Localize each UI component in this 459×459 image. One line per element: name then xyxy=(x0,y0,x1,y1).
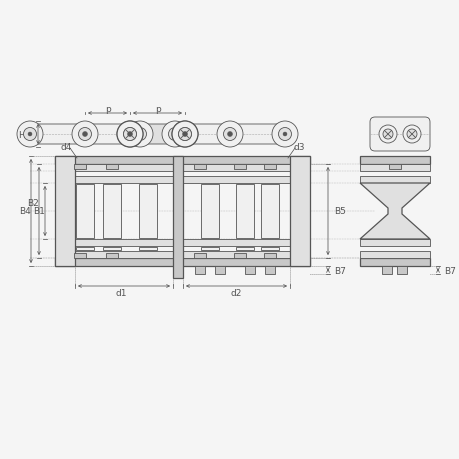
Circle shape xyxy=(117,122,143,148)
Bar xyxy=(76,185,94,239)
Circle shape xyxy=(28,133,32,137)
FancyBboxPatch shape xyxy=(79,125,136,145)
Bar xyxy=(55,165,309,172)
Circle shape xyxy=(138,133,142,137)
FancyBboxPatch shape xyxy=(124,125,190,145)
FancyBboxPatch shape xyxy=(24,125,91,145)
Bar xyxy=(195,266,205,274)
Bar xyxy=(103,185,121,239)
Circle shape xyxy=(278,128,291,141)
Bar xyxy=(214,266,224,274)
Bar xyxy=(74,165,86,170)
Circle shape xyxy=(178,128,191,141)
Circle shape xyxy=(382,130,392,140)
Bar xyxy=(381,266,391,274)
FancyBboxPatch shape xyxy=(179,125,235,145)
Bar xyxy=(55,177,309,184)
Circle shape xyxy=(168,128,181,141)
Circle shape xyxy=(123,128,136,141)
Bar xyxy=(359,165,429,172)
Bar xyxy=(74,253,86,258)
Circle shape xyxy=(378,126,396,144)
Circle shape xyxy=(117,122,143,148)
Circle shape xyxy=(227,132,232,137)
Circle shape xyxy=(172,122,197,148)
Bar xyxy=(55,240,309,246)
Text: d4: d4 xyxy=(60,142,71,151)
Bar xyxy=(55,157,309,165)
Bar xyxy=(55,258,309,266)
Circle shape xyxy=(123,128,136,141)
Circle shape xyxy=(78,128,91,141)
Circle shape xyxy=(72,122,98,148)
Bar xyxy=(263,165,275,170)
Bar xyxy=(359,177,429,184)
Circle shape xyxy=(178,128,191,141)
Bar xyxy=(103,247,121,251)
Bar xyxy=(359,252,429,258)
Circle shape xyxy=(162,122,188,148)
Text: d2: d2 xyxy=(230,288,241,297)
Text: d1: d1 xyxy=(116,288,127,297)
Bar xyxy=(264,266,274,274)
Circle shape xyxy=(182,132,187,137)
Bar xyxy=(396,266,406,274)
Bar xyxy=(245,266,254,274)
Bar xyxy=(260,247,279,251)
Text: p: p xyxy=(104,104,110,113)
Bar xyxy=(201,185,218,239)
Text: p: p xyxy=(154,104,160,113)
Circle shape xyxy=(402,126,420,144)
Text: B5: B5 xyxy=(333,207,345,216)
Bar xyxy=(234,253,246,258)
Bar xyxy=(173,157,183,279)
Bar xyxy=(139,247,157,251)
Circle shape xyxy=(406,130,416,140)
Text: d3: d3 xyxy=(293,142,304,151)
Circle shape xyxy=(282,133,286,137)
Text: B1: B1 xyxy=(33,207,45,216)
Circle shape xyxy=(173,133,177,137)
Bar xyxy=(263,253,275,258)
Circle shape xyxy=(82,132,87,137)
Text: B7: B7 xyxy=(333,266,345,275)
Circle shape xyxy=(223,128,236,141)
Bar xyxy=(235,185,253,239)
Bar xyxy=(106,253,118,258)
Circle shape xyxy=(217,122,242,148)
Bar xyxy=(194,165,206,170)
Circle shape xyxy=(23,128,36,141)
FancyBboxPatch shape xyxy=(369,118,429,151)
Bar xyxy=(139,185,157,239)
Text: B4: B4 xyxy=(19,207,31,216)
Bar xyxy=(289,157,309,266)
Bar xyxy=(234,165,246,170)
Bar xyxy=(194,253,206,258)
Circle shape xyxy=(133,128,146,141)
Text: B7: B7 xyxy=(443,266,455,275)
Bar xyxy=(201,247,218,251)
Bar xyxy=(235,247,253,251)
Bar xyxy=(55,252,309,258)
Circle shape xyxy=(172,122,197,148)
Bar xyxy=(388,165,400,170)
Bar xyxy=(359,157,429,165)
Circle shape xyxy=(17,122,43,148)
Bar xyxy=(55,157,75,266)
Bar xyxy=(76,247,94,251)
Text: B2: B2 xyxy=(27,199,39,208)
FancyBboxPatch shape xyxy=(224,125,291,145)
Circle shape xyxy=(271,122,297,148)
Circle shape xyxy=(127,132,132,137)
Text: H2: H2 xyxy=(17,130,30,139)
Bar xyxy=(106,165,118,170)
Polygon shape xyxy=(359,184,429,240)
Bar xyxy=(359,258,429,266)
Bar xyxy=(359,240,429,246)
Bar xyxy=(260,185,279,239)
Circle shape xyxy=(127,122,153,148)
